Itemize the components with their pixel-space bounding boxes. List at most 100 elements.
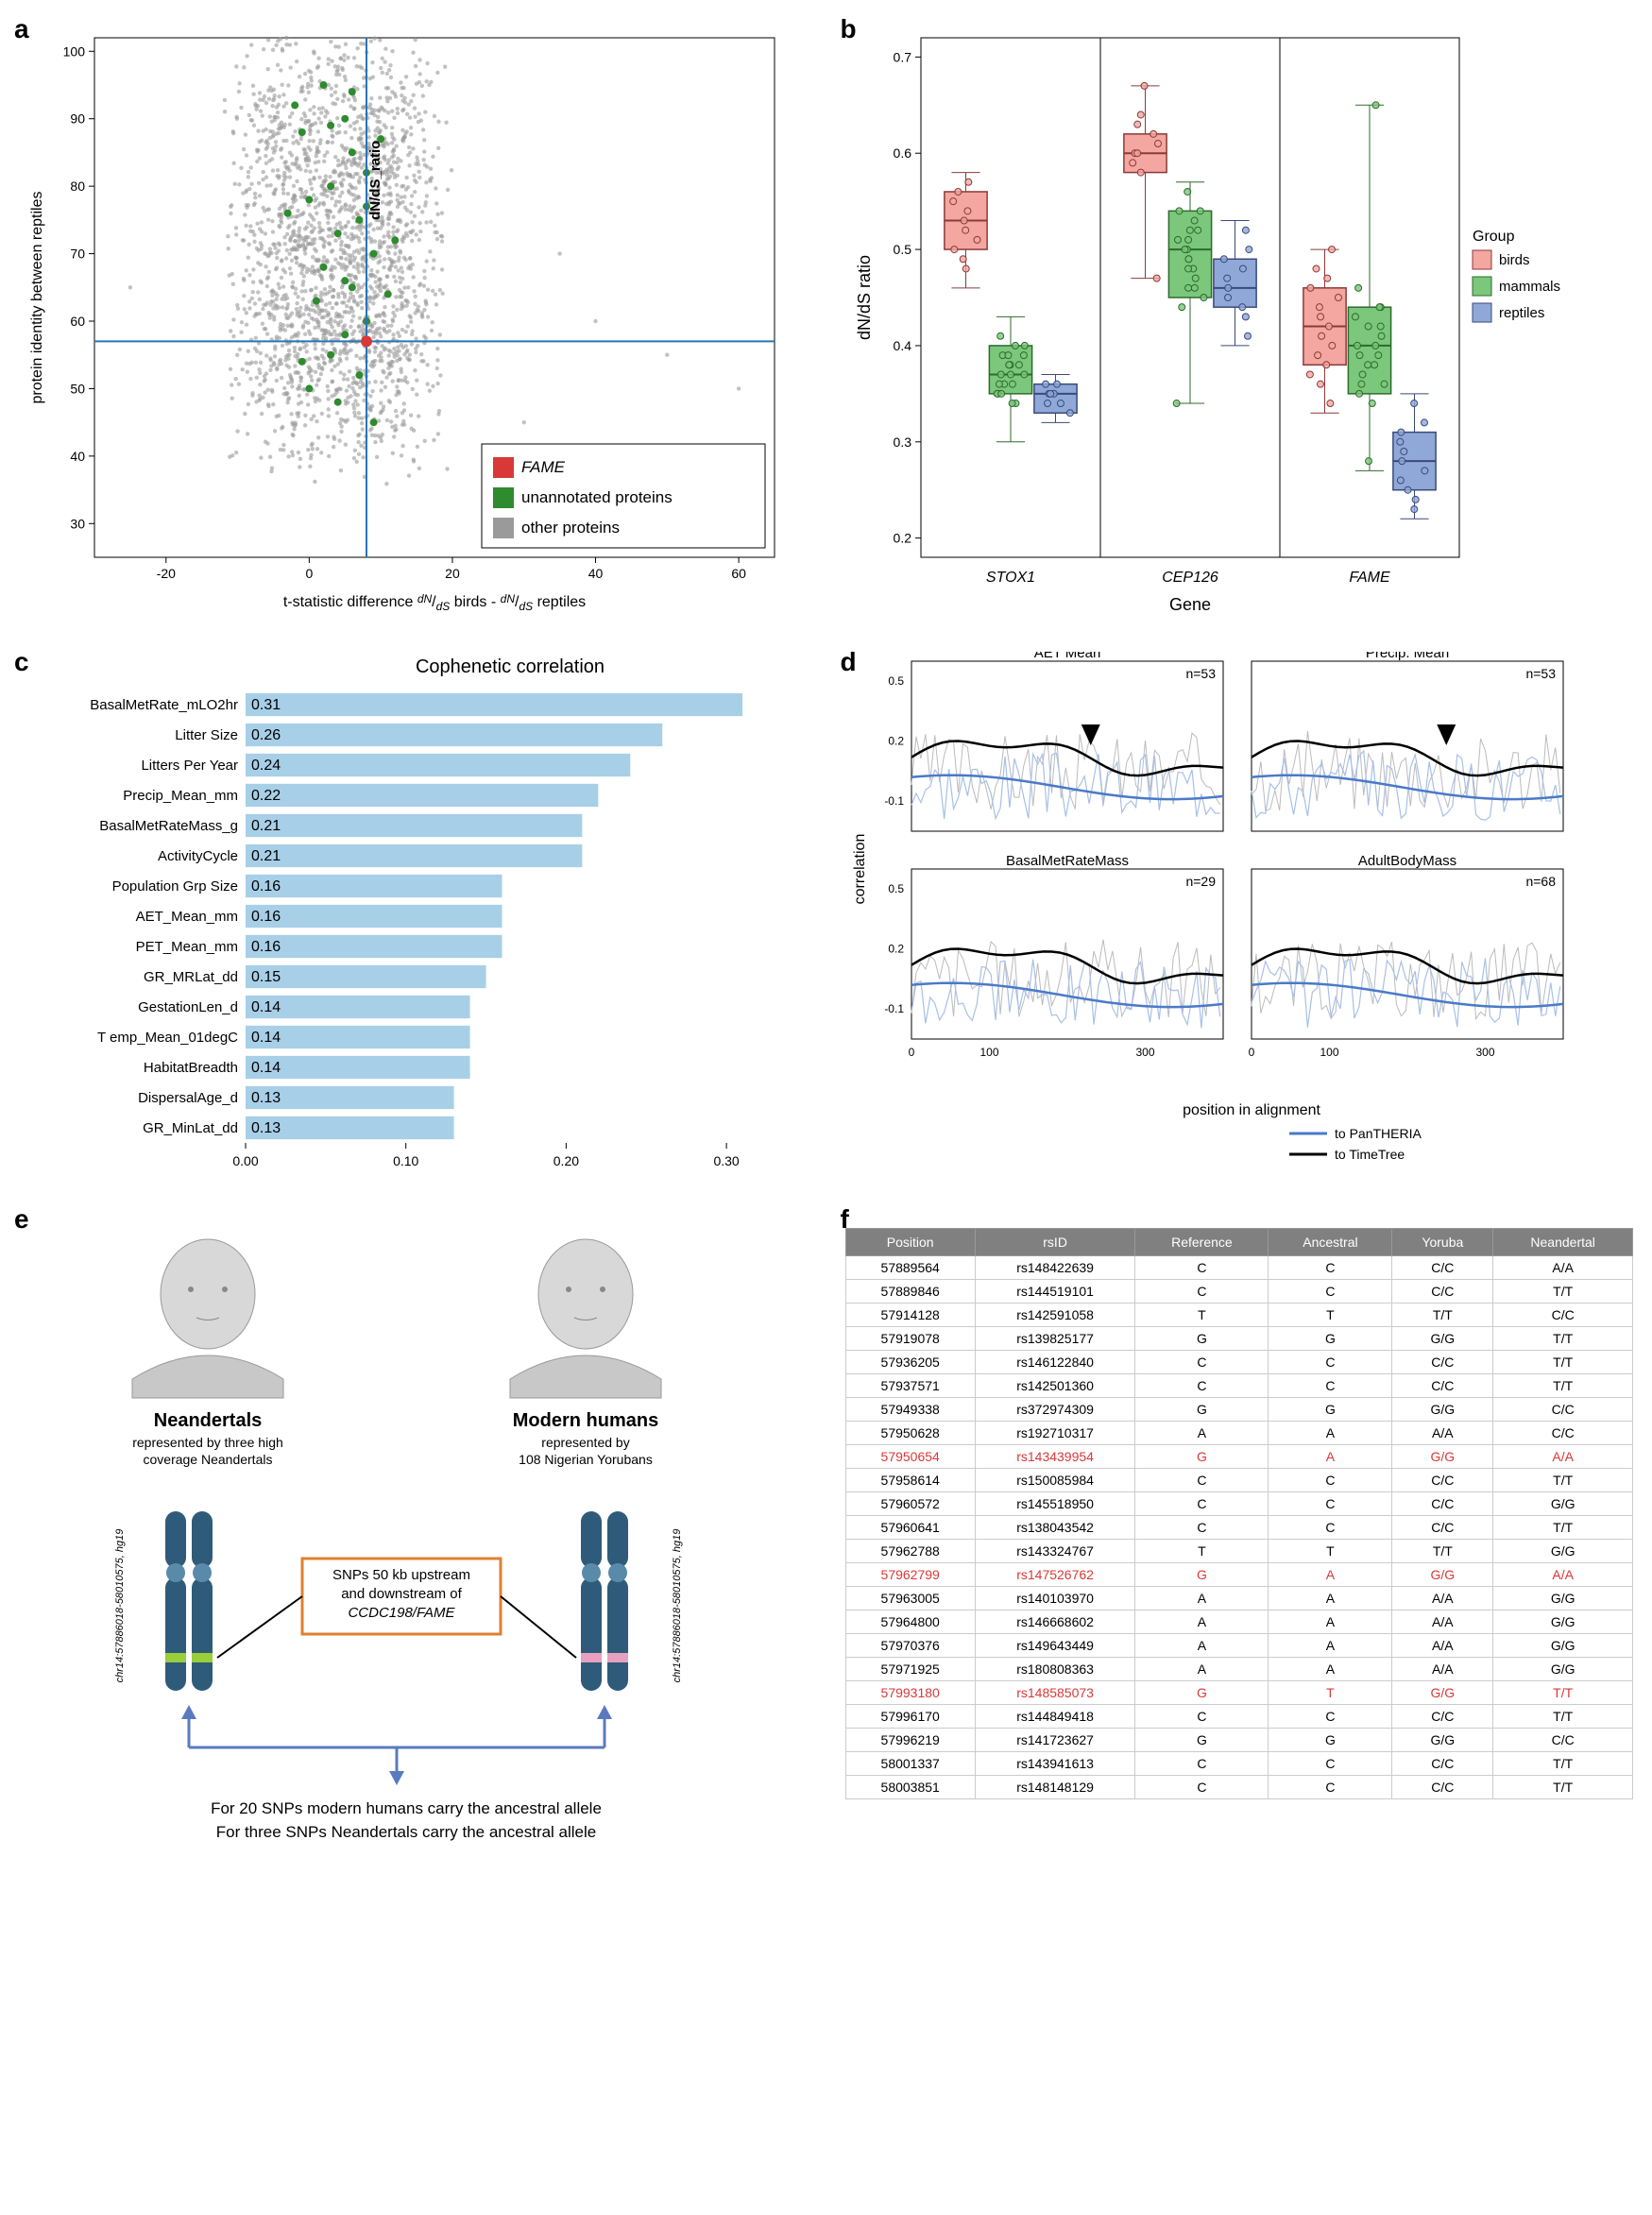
svg-text:0.2: 0.2 <box>888 735 904 748</box>
panel-c: c Cophenetic correlationBasalMetRate_mLO… <box>19 652 808 1181</box>
svg-text:dN/dS_ratio: dN/dS_ratio <box>367 141 383 220</box>
svg-text:60: 60 <box>731 566 746 581</box>
table-row: 57970376rs149643449AAA/AG/G <box>845 1634 1633 1658</box>
table-row: 57996170rs144849418CCC/CT/T <box>845 1705 1633 1729</box>
svg-text:0: 0 <box>1248 1046 1254 1059</box>
table-row: 57996219rs141723627GGG/GC/C <box>845 1729 1633 1752</box>
svg-text:0.15: 0.15 <box>251 969 281 985</box>
svg-text:AET Mean: AET Mean <box>1033 652 1100 661</box>
table-row: 57962788rs143324767TTT/TG/G <box>845 1540 1633 1563</box>
svg-text:BasalMetRateMass: BasalMetRateMass <box>1005 853 1128 869</box>
panel-a: a dN/dS_ratio-20020406030405060708090100… <box>19 19 808 623</box>
svg-text:0.5: 0.5 <box>888 882 904 895</box>
table-row: 57950654rs143439954GAG/GA/A <box>845 1445 1633 1469</box>
svg-text:0.21: 0.21 <box>251 848 281 864</box>
svg-text:300: 300 <box>1135 1046 1154 1059</box>
svg-text:to TimeTree: to TimeTree <box>1335 1147 1405 1162</box>
svg-text:FAME: FAME <box>521 458 566 476</box>
snp-col-header: Reference <box>1135 1229 1269 1256</box>
svg-text:Group: Group <box>1473 229 1515 245</box>
panel-b: b 0.20.30.40.50.60.7dN/dS ratioSTOX1CEP1… <box>845 19 1634 623</box>
svg-text:FAME: FAME <box>1349 570 1390 586</box>
snp-col-header: Yoruba <box>1392 1229 1493 1256</box>
svg-text:40: 40 <box>70 449 85 464</box>
svg-text:-0.1: -0.1 <box>884 794 904 808</box>
svg-text:other proteins: other proteins <box>521 519 620 537</box>
svg-text:CCDC198/FAME: CCDC198/FAME <box>348 1605 455 1621</box>
panel-d: d AET Meann=53-0.10.20.5Precip. Meann=53… <box>845 652 1634 1181</box>
svg-text:0.16: 0.16 <box>251 878 281 895</box>
svg-text:t-statistic difference dN/dS b: t-statistic difference dN/dS birds - dN/… <box>283 592 586 613</box>
table-row: 58003851rs148148129CCC/CT/T <box>845 1776 1633 1799</box>
svg-text:0.13: 0.13 <box>251 1120 281 1136</box>
svg-text:Neandertals: Neandertals <box>154 1410 263 1431</box>
table-row: 57889846rs144519101CCC/CT/T <box>845 1280 1633 1303</box>
svg-text:n=29: n=29 <box>1185 874 1216 889</box>
snp-table-container: PositionrsIDReferenceAncestralYorubaNean… <box>845 1228 1634 1799</box>
svg-text:coverage Neandertals: coverage Neandertals <box>144 1452 273 1467</box>
svg-text:represented by: represented by <box>541 1435 629 1450</box>
svg-text:0.22: 0.22 <box>251 788 281 804</box>
svg-text:0.00: 0.00 <box>232 1153 258 1168</box>
svg-text:90: 90 <box>70 111 85 127</box>
svg-text:birds: birds <box>1499 252 1530 268</box>
table-row: 57958614rs150085984CCC/CT/T <box>845 1469 1633 1492</box>
svg-text:0.13: 0.13 <box>251 1090 281 1106</box>
svg-text:40: 40 <box>588 566 604 581</box>
svg-text:HabitatBreadth: HabitatBreadth <box>144 1060 238 1076</box>
panel-b-label: b <box>841 14 857 44</box>
svg-text:Litter Size: Litter Size <box>175 727 238 743</box>
svg-text:50: 50 <box>70 381 85 396</box>
svg-text:0.31: 0.31 <box>251 697 281 713</box>
svg-text:protein identity between repti: protein identity between reptiles <box>29 191 45 403</box>
table-row: 57937571rs142501360CCC/CT/T <box>845 1374 1633 1398</box>
svg-text:n=68: n=68 <box>1525 874 1556 889</box>
svg-text:0.14: 0.14 <box>251 999 281 1015</box>
svg-text:80: 80 <box>70 179 85 194</box>
snp-col-header: Position <box>845 1229 975 1256</box>
svg-text:0: 0 <box>908 1046 914 1059</box>
svg-text:100: 100 <box>63 43 86 59</box>
svg-text:n=53: n=53 <box>1525 666 1556 681</box>
svg-text:108 Nigerian Yorubans: 108 Nigerian Yorubans <box>519 1452 653 1467</box>
svg-text:Population Grp Size: Population Grp Size <box>112 878 238 895</box>
scatter-plot: dN/dS_ratio-20020406030405060708090100t-… <box>19 19 793 623</box>
svg-text:GR_MRLat_dd: GR_MRLat_dd <box>144 969 238 985</box>
snp-col-header: rsID <box>975 1229 1134 1256</box>
table-row: 57889564rs148422639CCC/CA/A <box>845 1256 1633 1280</box>
table-row: 57962799rs147526762GAG/GA/A <box>845 1563 1633 1587</box>
svg-text:ActivityCycle: ActivityCycle <box>158 848 238 864</box>
svg-text:chr14:57886018-58010575, hg19: chr14:57886018-58010575, hg19 <box>114 1529 126 1683</box>
bar-chart: Cophenetic correlationBasalMetRate_mLO2h… <box>19 652 793 1181</box>
panel-d-label: d <box>841 647 857 677</box>
svg-text:reptiles: reptiles <box>1499 305 1544 321</box>
svg-text:Cophenetic correlation: Cophenetic correlation <box>416 656 605 677</box>
svg-text:0.7: 0.7 <box>893 49 911 64</box>
table-row: 57919078rs139825177GGG/GT/T <box>845 1327 1633 1351</box>
svg-text:AET_Mean_mm: AET_Mean_mm <box>136 909 238 925</box>
svg-text:BasalMetRateMass_g: BasalMetRateMass_g <box>99 818 238 834</box>
svg-text:0.4: 0.4 <box>893 338 911 353</box>
svg-text:0.5: 0.5 <box>893 242 911 257</box>
svg-text:GestationLen_d: GestationLen_d <box>138 999 238 1015</box>
svg-text:0.14: 0.14 <box>251 1060 281 1076</box>
svg-text:60: 60 <box>70 314 85 329</box>
svg-text:0.24: 0.24 <box>251 758 281 774</box>
svg-text:chr14:57886018-58010575, hg19: chr14:57886018-58010575, hg19 <box>672 1529 683 1683</box>
svg-text:0.5: 0.5 <box>888 674 904 688</box>
svg-text:0.16: 0.16 <box>251 909 281 925</box>
svg-text:0.14: 0.14 <box>251 1030 281 1046</box>
svg-text:0.6: 0.6 <box>893 145 911 161</box>
svg-text:0.16: 0.16 <box>251 939 281 955</box>
correlation-subplots: AET Meann=53-0.10.20.5Precip. Meann=53Ba… <box>845 652 1620 1181</box>
svg-text:STOX1: STOX1 <box>985 570 1034 586</box>
snp-table: PositionrsIDReferenceAncestralYorubaNean… <box>845 1228 1634 1799</box>
svg-text:For three SNPs Neandertals car: For three SNPs Neandertals carry the anc… <box>216 1823 597 1841</box>
table-row: 57950628rs192710317AAA/AC/C <box>845 1422 1633 1445</box>
table-row: 57964800rs146668602AAA/AG/G <box>845 1610 1633 1634</box>
svg-text:Precip_Mean_mm: Precip_Mean_mm <box>123 788 238 804</box>
svg-text:CEP126: CEP126 <box>1162 570 1218 586</box>
svg-text:0.21: 0.21 <box>251 818 281 834</box>
svg-text:DispersalAge_d: DispersalAge_d <box>138 1090 238 1106</box>
svg-text:-0.1: -0.1 <box>884 1002 904 1015</box>
